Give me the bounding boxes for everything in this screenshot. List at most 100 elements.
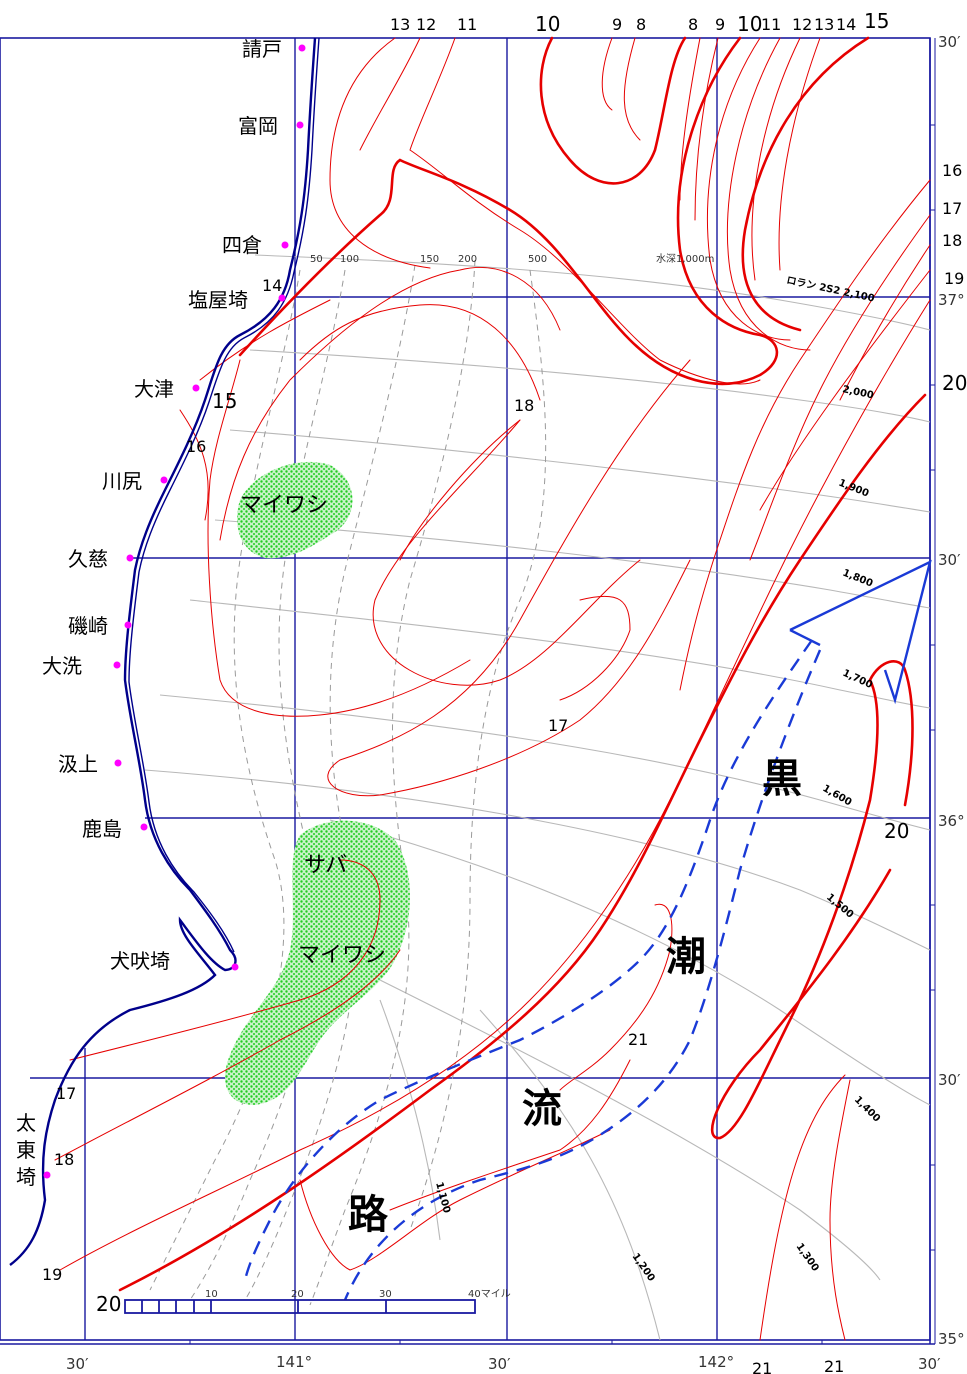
place-markers — [43, 44, 306, 1179]
depth-200: 200 — [458, 254, 477, 265]
iso-label-top-13b: 13 — [814, 15, 834, 34]
kuroshio-char-1: 黒 — [762, 756, 802, 802]
depth-150: 150 — [420, 254, 439, 265]
place-otsu: 大津 — [134, 377, 174, 401]
place-shioyazaki: 塩屋埼 — [188, 288, 248, 312]
fishing-grounds — [225, 461, 410, 1105]
isotherm-labels: 13 12 11 10 9 8 8 9 10 11 12 13 14 15 16… — [42, 9, 967, 1316]
scale-10: 10 — [205, 1289, 218, 1300]
iso-label-20-east: 20 — [884, 819, 909, 843]
place-taito-1: 太 — [16, 1111, 36, 1135]
iso-label-15: 15 — [212, 389, 237, 413]
iso-label-top-14b: 14 — [836, 15, 856, 34]
loran-1500: 1,500 — [824, 892, 855, 921]
iso-label-bottom-21a: 21 — [752, 1359, 772, 1374]
kuroshio-char-2: 潮 — [666, 934, 706, 980]
iso-label-20-west: 20 — [96, 1292, 121, 1316]
place-isozaki: 磯崎 — [68, 614, 108, 638]
iso-label-bottom-21b: 21 — [824, 1357, 844, 1374]
loran-1400: 1,400 — [852, 1094, 882, 1124]
place-yotsukura: 四倉 — [222, 233, 262, 257]
place-kumiage: 汲上 — [58, 752, 98, 776]
iso-label-top-15: 15 — [864, 9, 889, 33]
lon-label-14130: 30′ — [488, 1355, 511, 1373]
ground-label-sardine-south: マイワシ — [298, 943, 386, 968]
iso-label-21: 21 — [628, 1030, 648, 1049]
scale-bar: 10 20 30 40マイル — [124, 1289, 511, 1314]
place-oarai: 大洗 — [42, 654, 82, 678]
loran-1200: 1,200 — [630, 1251, 657, 1283]
iso-label-17: 17 — [548, 716, 568, 735]
lat-label-3630: 30′ — [938, 551, 961, 569]
loran-1800: 1,800 — [841, 568, 874, 590]
iso-label-right-16: 16 — [942, 161, 962, 180]
lon-label-142: 142° — [698, 1353, 734, 1371]
iso-label-top-10b: 10 — [737, 12, 762, 36]
iso-label-top-8b: 8 — [688, 15, 698, 34]
place-inubosaki: 犬吠埼 — [110, 949, 170, 973]
place-kashima: 鹿島 — [82, 817, 122, 841]
lon-label-14030: 30′ — [66, 1355, 89, 1373]
iso-label-16: 16 — [186, 437, 206, 456]
place-taito-3: 埼 — [16, 1165, 36, 1189]
ground-label-sardine-north: マイワシ — [240, 493, 328, 518]
iso-label-right-17: 17 — [942, 199, 962, 218]
kuroshio-path-label: 黒 潮 流 路 — [348, 756, 802, 1238]
lat-label-3530: 30′ — [938, 1071, 961, 1089]
latitude-labels: 30′ 37° 30′ 36° 30′ 35° — [938, 33, 965, 1348]
place-ukedo: 請戸 — [242, 37, 282, 61]
place-kawajiri: 川尻 — [102, 469, 142, 493]
lat-label-36: 36° — [938, 812, 965, 830]
iso-label-top-10a: 10 — [535, 12, 560, 36]
iso-label-right-20: 20 — [942, 371, 967, 395]
kuroshio-axis — [243, 559, 932, 1301]
depth-500: 500 — [528, 254, 547, 265]
shelf-depth-contours — [149, 259, 547, 1306]
scale-40: 40マイル — [468, 1289, 511, 1300]
loran-1700: 1,700 — [841, 668, 874, 691]
iso-label-top-8a: 8 — [636, 15, 646, 34]
place-taito-2: 東 — [16, 1138, 36, 1162]
lat-label-37: 37° — [938, 291, 965, 309]
iso-label-14: 14 — [262, 276, 282, 295]
place-names: 請戸 富岡 四倉 塩屋埼 大津 川尻 久慈 磯崎 大洗 汲上 鹿島 犬吠埼 太 … — [16, 37, 282, 1189]
iso-label-17-west: 17 — [56, 1084, 76, 1103]
place-tomioka: 富岡 — [238, 114, 278, 138]
depth-1000: 水深1,000m — [656, 253, 714, 265]
iso-label-top-11: 11 — [457, 15, 477, 34]
loran-2000: 2,000 — [841, 384, 874, 401]
lat-label-3730: 30′ — [938, 33, 961, 51]
iso-label-top-13: 13 — [390, 15, 410, 34]
iso-label-top-12b: 12 — [792, 15, 812, 34]
iso-label-right-19: 19 — [944, 269, 964, 288]
loran-labels: ロラン 2S2 2,100 2,000 1,900 1,800 1,700 1,… — [433, 274, 882, 1283]
depth-100: 100 — [340, 254, 359, 265]
lon-label-141: 141° — [276, 1353, 312, 1371]
isotherms — [54, 36, 931, 1341]
frame-and-grid — [0, 37, 936, 1345]
kuroshio-char-3: 流 — [522, 1086, 562, 1132]
iso-label-top-9b: 9 — [715, 15, 725, 34]
loran-1300: 1,300 — [794, 1241, 821, 1273]
scale-30: 30 — [379, 1289, 392, 1300]
lon-label-14230: 30′ — [918, 1355, 941, 1373]
iso-label-top-12: 12 — [416, 15, 436, 34]
iso-label-top-11b: 11 — [761, 15, 781, 34]
ground-label-mackerel: サバ — [304, 853, 347, 878]
flow-arrow-icon — [789, 559, 932, 705]
iso-label-18-west: 18 — [54, 1150, 74, 1169]
mackerel-sardine-ground-south — [225, 820, 410, 1105]
iso-label-18: 18 — [514, 396, 534, 415]
iso-label-right-18: 18 — [942, 231, 962, 250]
loran-title: ロラン 2S2 2,100 — [785, 274, 875, 304]
iso-label-19-west: 19 — [42, 1265, 62, 1284]
depth-50: 50 — [310, 254, 323, 265]
shelf-depth-labels: 50 100 150 200 500 水深1,000m — [310, 253, 714, 265]
lat-label-35: 35° — [938, 1330, 965, 1348]
place-kuji: 久慈 — [68, 547, 108, 571]
coastline — [9, 37, 320, 1266]
sardine-ground-north — [237, 461, 353, 559]
iso-label-top-9a: 9 — [612, 15, 622, 34]
loran-lines — [144, 254, 931, 1341]
